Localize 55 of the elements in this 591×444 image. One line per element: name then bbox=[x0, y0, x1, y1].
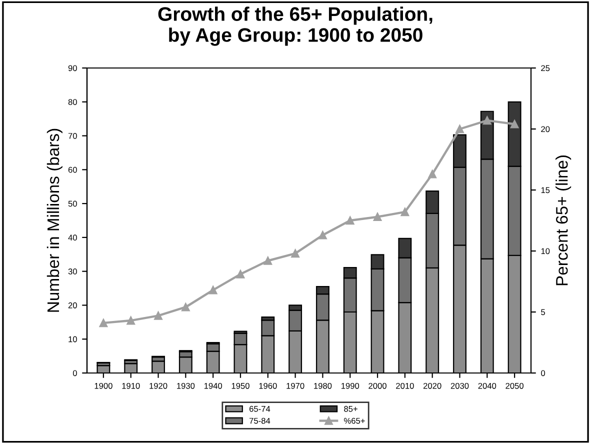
point bbox=[318, 230, 327, 240]
y-tick-label: 70 bbox=[68, 132, 77, 139]
x-tick-label: 1940 bbox=[204, 382, 222, 389]
x-tick-label: 1910 bbox=[122, 382, 140, 389]
point bbox=[182, 302, 190, 312]
point bbox=[291, 249, 300, 258]
legend-label: 75-84 bbox=[250, 418, 270, 424]
y-tick-label: 60 bbox=[68, 166, 77, 173]
y-tick-label: 30 bbox=[68, 268, 77, 274]
y2-tick-label: 0 bbox=[541, 370, 546, 376]
legend-label: %65+ bbox=[344, 418, 365, 424]
y-axis-title: Number in Millions (bars) bbox=[46, 128, 62, 312]
y-tick-label: 0 bbox=[72, 370, 77, 376]
x-tick-label: 1990 bbox=[341, 382, 360, 389]
x-tick-label: 2000 bbox=[368, 382, 386, 389]
x-tick-label: 2020 bbox=[423, 382, 442, 389]
x-tick-label: 1920 bbox=[150, 382, 168, 389]
legend-label: 85+ bbox=[344, 406, 358, 412]
x-tick-label: 2050 bbox=[506, 382, 524, 389]
legend-label: 65-74 bbox=[249, 406, 270, 412]
y-tick-label: 40 bbox=[68, 234, 77, 241]
point bbox=[346, 216, 354, 225]
y-tick-label: 90 bbox=[68, 65, 77, 72]
x-tick-label: 2030 bbox=[450, 382, 469, 389]
x-tick-label: 1900 bbox=[94, 382, 112, 389]
x-tick-label: 1950 bbox=[232, 382, 250, 389]
y2-axis-title: Percent 65+ (line) bbox=[556, 156, 572, 286]
point bbox=[99, 318, 108, 328]
point bbox=[400, 208, 410, 216]
y2-tick-label: 15 bbox=[541, 187, 550, 194]
point bbox=[126, 316, 136, 325]
x-tick-label: 1960 bbox=[259, 382, 277, 389]
point bbox=[428, 170, 436, 178]
x-tick-label: 1980 bbox=[314, 382, 332, 389]
y-tick-label: 20 bbox=[68, 302, 77, 308]
y-tick-label: 80 bbox=[68, 99, 77, 105]
point bbox=[510, 120, 519, 128]
point bbox=[236, 270, 245, 278]
point bbox=[373, 212, 382, 222]
point bbox=[456, 124, 464, 134]
point bbox=[482, 116, 492, 125]
x-tick-label: 1970 bbox=[286, 382, 304, 389]
x-tick-label: 2040 bbox=[478, 382, 496, 389]
point bbox=[208, 286, 218, 294]
y2-tick-label: 10 bbox=[541, 248, 550, 254]
y-tick-label: 10 bbox=[68, 336, 77, 342]
chart-title: Growth of the 65+ Population, by Age Group: 1900 to 2050 bbox=[158, 6, 432, 46]
y-tick-label: 50 bbox=[68, 200, 77, 207]
y2-tick-label: 20 bbox=[541, 126, 550, 132]
y2-tick-label: 25 bbox=[541, 65, 550, 72]
x-tick-label: 1930 bbox=[177, 382, 195, 389]
point bbox=[154, 311, 162, 320]
point bbox=[264, 256, 272, 265]
y2-tick-label: 5 bbox=[541, 309, 546, 316]
x-tick-label: 2010 bbox=[396, 382, 414, 389]
